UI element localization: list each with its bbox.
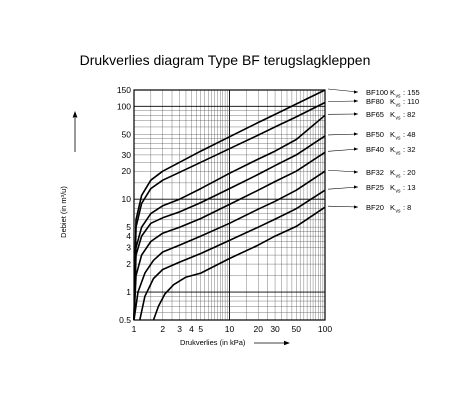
series-label-kvs-sub: vs bbox=[396, 103, 402, 109]
series-curve bbox=[133, 151, 326, 321]
series-label-kvs: K bbox=[390, 203, 395, 212]
series-label-kvs-sub: vs bbox=[396, 94, 402, 100]
x-tick-label: 10 bbox=[225, 324, 235, 334]
series-label-kvs-value: : 20 bbox=[403, 168, 416, 177]
y-tick-label: 0.5 bbox=[119, 315, 131, 325]
leader-arrow-icon bbox=[354, 205, 358, 209]
series-label-name: BF65 bbox=[366, 110, 384, 119]
series-curve bbox=[133, 114, 326, 321]
y-tick-label: 50 bbox=[122, 129, 132, 139]
series-label-name: BF20 bbox=[366, 203, 384, 212]
series-label-kvs-value: : 32 bbox=[403, 145, 416, 154]
label-leader bbox=[327, 169, 359, 173]
leader-arrow-icon bbox=[354, 185, 358, 189]
y-tick-label: 4 bbox=[126, 231, 131, 241]
y-tick-label: 3 bbox=[126, 243, 131, 253]
series-curve bbox=[152, 206, 326, 321]
y-axis-label: Debiet (in m³/u) bbox=[59, 186, 68, 238]
series-label-name: BF25 bbox=[366, 183, 384, 192]
series-curve bbox=[133, 135, 326, 321]
series-label-kvs-sub: vs bbox=[396, 116, 402, 122]
leader-arrow-icon bbox=[354, 99, 358, 103]
leader-arrow-icon bbox=[354, 112, 358, 116]
x-tick-label: 50 bbox=[292, 324, 302, 334]
chart-title: Drukverlies diagram Type BF terugslagkle… bbox=[79, 52, 371, 68]
plot-frame bbox=[133, 89, 326, 321]
series-label-name: BF100 bbox=[366, 88, 388, 97]
leader-arrow-icon bbox=[354, 90, 358, 94]
x-tick-label: 5 bbox=[198, 324, 203, 334]
series-label-kvs-value: : 82 bbox=[403, 110, 416, 119]
series-curve bbox=[133, 89, 326, 321]
series-label-kvs-sub: vs bbox=[396, 209, 402, 215]
label-leader bbox=[327, 133, 359, 136]
series-label-kvs-sub: vs bbox=[396, 189, 402, 195]
series-label-name: BF50 bbox=[366, 130, 384, 139]
x-tick-label: 2 bbox=[160, 324, 165, 334]
series-label-name: BF40 bbox=[366, 145, 384, 154]
series-label-kvs-value: : 155 bbox=[403, 88, 420, 97]
y-tick-label: 30 bbox=[122, 150, 132, 160]
series-label-kvs: K bbox=[390, 97, 395, 106]
leader-arrow-icon bbox=[354, 147, 358, 151]
label-leader bbox=[327, 148, 359, 152]
series-label-kvs: K bbox=[390, 145, 395, 154]
series-label-kvs-sub: vs bbox=[396, 174, 402, 180]
y-tick-label: 2 bbox=[126, 259, 131, 269]
series-curve bbox=[133, 170, 326, 321]
series-label-kvs: K bbox=[390, 88, 395, 97]
x-tick-label: 4 bbox=[189, 324, 194, 334]
series-label-kvs-value: : 48 bbox=[403, 130, 416, 139]
label-leader bbox=[327, 186, 359, 190]
series-label-kvs: K bbox=[390, 168, 395, 177]
x-tick-label: 30 bbox=[270, 324, 280, 334]
series-label-name: BF80 bbox=[366, 97, 384, 106]
series-label-kvs-value: : 110 bbox=[403, 97, 419, 106]
leader-arrow-icon bbox=[354, 132, 358, 136]
label-leader bbox=[327, 88, 359, 93]
series-label-kvs-value: : 8 bbox=[403, 203, 411, 212]
x-axis-arrow-icon bbox=[284, 340, 290, 346]
y-tick-label: 5 bbox=[126, 222, 131, 232]
series-curve bbox=[133, 101, 326, 321]
y-tick-label: 150 bbox=[117, 85, 131, 95]
x-tick-label: 3 bbox=[177, 324, 182, 334]
series-label-kvs-value: : 13 bbox=[403, 183, 416, 192]
y-tick-label: 100 bbox=[117, 101, 131, 111]
x-tick-label: 20 bbox=[254, 324, 264, 334]
y-tick-label: 20 bbox=[122, 166, 132, 176]
leader-arrow-icon bbox=[354, 170, 358, 174]
series-curve bbox=[139, 189, 326, 321]
x-tick-label: 1 bbox=[132, 324, 137, 334]
axis-titles: Drukverlies (in kPa) Debiet (in m³/u) bbox=[59, 111, 290, 347]
y-tick-label: 10 bbox=[122, 194, 132, 204]
series-label-name: BF32 bbox=[366, 168, 384, 177]
x-tick-label: 100 bbox=[318, 324, 332, 334]
label-leader bbox=[327, 100, 359, 102]
series-label-kvs-sub: vs bbox=[396, 136, 402, 142]
y-axis-arrow-icon bbox=[72, 111, 78, 118]
series-label-kvs-sub: vs bbox=[396, 151, 402, 157]
label-leader bbox=[327, 205, 359, 208]
series-label-kvs: K bbox=[390, 110, 395, 119]
x-axis-label: Drukverlies (in kPa) bbox=[180, 338, 246, 347]
series-label-kvs: K bbox=[390, 183, 395, 192]
series-label-kvs: K bbox=[390, 130, 395, 139]
series-curves bbox=[133, 89, 326, 321]
y-tick-label: 1 bbox=[126, 287, 131, 297]
